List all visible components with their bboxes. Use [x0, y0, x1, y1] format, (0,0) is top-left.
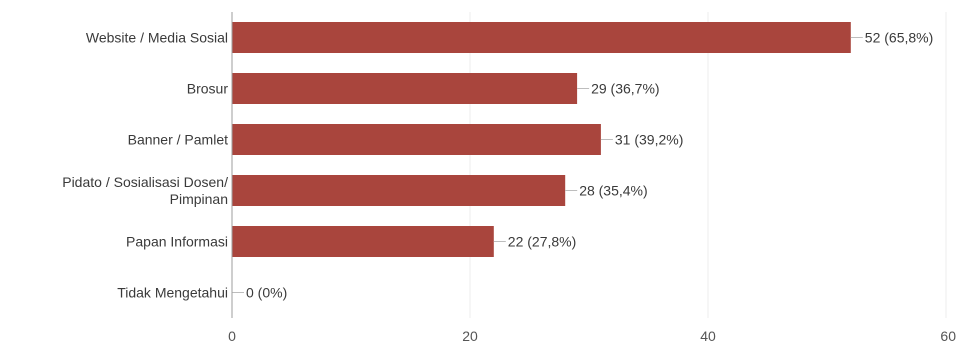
value-label-2: 31 (39,2%) — [615, 132, 683, 148]
bar-2 — [232, 124, 601, 155]
x-tick-label-0: 0 — [228, 328, 236, 344]
value-label-0: 52 (65,8%) — [865, 30, 933, 46]
category-label-3-line-0: Pidato / Sosialisasi Dosen/ — [62, 174, 228, 190]
category-label-3-line-1: Pimpinan — [170, 191, 228, 207]
category-label-0: Website / Media Sosial — [86, 30, 228, 46]
x-tick-label-20: 20 — [462, 328, 478, 344]
bar-4 — [232, 226, 494, 257]
x-tick-label-60: 60 — [940, 328, 956, 344]
bar-0 — [232, 22, 851, 53]
category-label-1: Brosur — [187, 81, 229, 97]
bar-1 — [232, 73, 578, 104]
value-label-3: 28 (35,4%) — [579, 183, 647, 199]
category-label-5: Tidak Mengetahui — [117, 285, 228, 301]
x-tick-label-40: 40 — [700, 328, 716, 344]
category-label-2: Banner / Pamlet — [128, 132, 228, 148]
value-label-4: 22 (27,8%) — [508, 234, 576, 250]
value-label-1: 29 (36,7%) — [591, 81, 659, 97]
category-label-4: Papan Informasi — [126, 234, 228, 250]
bar-3 — [232, 175, 566, 206]
value-label-5: 0 (0%) — [246, 285, 287, 301]
